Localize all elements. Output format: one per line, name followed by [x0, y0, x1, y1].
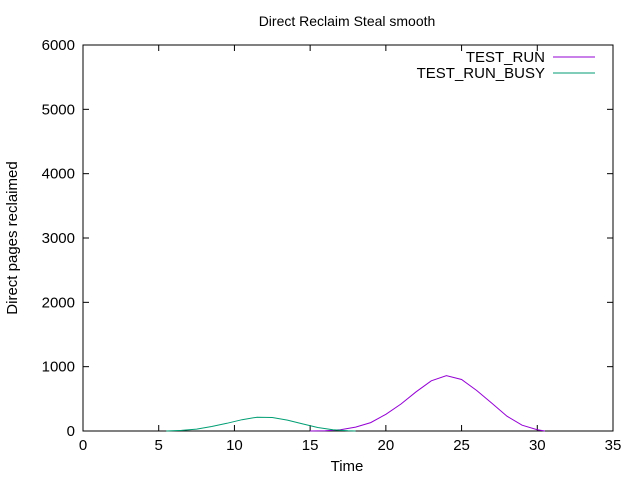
y-tick-label: 4000 — [42, 166, 75, 183]
x-tick-label: 20 — [378, 437, 395, 454]
x-tick-label: 10 — [226, 437, 243, 454]
y-tick-label: 1000 — [42, 359, 75, 376]
legend-label: TEST_RUN — [466, 49, 545, 66]
legend-label: TEST_RUN_BUSY — [417, 65, 545, 82]
x-axis-ticks: 0 5 10 15 20 25 30 35 — [79, 45, 622, 454]
series-lines — [166, 375, 545, 432]
x-tick-label: 35 — [605, 437, 622, 454]
y-tick-label: 6000 — [42, 37, 75, 54]
y-axis-label: Direct pages reclaimed — [4, 161, 21, 314]
x-axis-label: Time — [331, 458, 364, 475]
x-tick-label: 25 — [453, 437, 470, 454]
x-tick-label: 30 — [529, 437, 546, 454]
y-axis-ticks: 0 1000 2000 3000 4000 5000 6000 — [42, 37, 613, 440]
x-tick-label: 0 — [79, 437, 87, 454]
plot-area-frame — [82, 44, 614, 432]
y-tick-label: 5000 — [42, 101, 75, 118]
y-tick-label: 3000 — [42, 230, 75, 247]
x-tick-label: 5 — [155, 437, 163, 454]
x-tick-label: 15 — [302, 437, 319, 454]
series-line — [310, 375, 545, 432]
y-tick-label: 0 — [67, 423, 75, 440]
series-line — [166, 416, 356, 432]
y-tick-label: 2000 — [42, 294, 75, 311]
chart-title: Direct Reclaim Steal smooth — [259, 13, 436, 29]
